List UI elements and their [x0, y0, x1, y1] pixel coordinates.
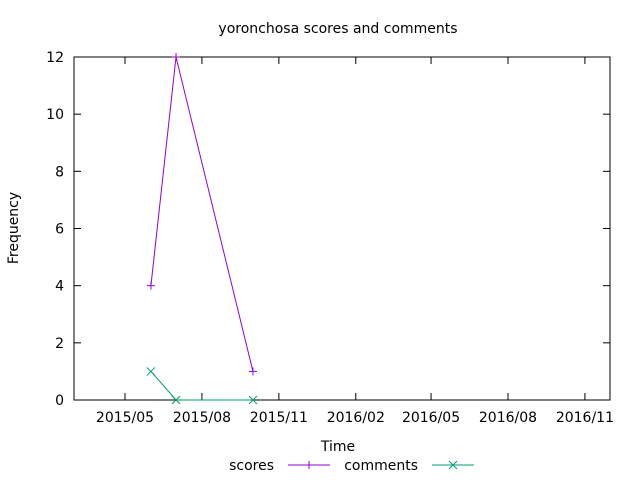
x-tick-label: 2015/05 [96, 410, 154, 426]
x-tick-label: 2016/11 [556, 410, 614, 426]
marker-stroke [448, 460, 458, 470]
y-tick-label: 10 [46, 107, 64, 123]
y-tick-label: 0 [55, 393, 64, 409]
x-tick-label: 2016/08 [479, 410, 537, 426]
legend-item-scores: scores [229, 458, 330, 474]
x-tick-label: 2015/11 [250, 410, 308, 426]
series-comments [146, 367, 258, 405]
y-tick-label: 2 [55, 336, 64, 352]
legend-label: scores [229, 458, 274, 474]
y-axis: 0 2 4 6 8 10 12 [46, 50, 610, 409]
legend-swatch-marker [305, 461, 313, 469]
y-tick-label: 6 [55, 222, 64, 238]
x-tick-label: 2016/02 [327, 410, 385, 426]
legend-swatch-marker [448, 460, 458, 470]
legend-label: comments [344, 458, 418, 474]
y-axis-label: Frequency [6, 192, 22, 264]
x-axis: 2015/05 2015/08 2015/11 2016/02 2016/05 2016/… [96, 57, 614, 426]
data-point-comments [171, 395, 181, 405]
marker-stroke [171, 395, 181, 405]
y-tick-label: 12 [46, 50, 64, 66]
marker-stroke [248, 395, 258, 405]
x-axis-label: Time [320, 439, 355, 455]
legend-item-comments: comments [344, 458, 474, 474]
y-tick-label: 8 [55, 164, 64, 180]
data-point-scores [248, 367, 257, 376]
legend: scores comments [229, 458, 474, 474]
series-line-scores [150, 56, 254, 372]
data-point-scores [172, 53, 181, 61]
y-tick-label: 4 [55, 279, 64, 295]
data-point-scores [146, 281, 155, 290]
x-tick-label: 2016/05 [402, 410, 460, 426]
series-layer [146, 53, 258, 405]
marker-stroke [146, 367, 156, 376]
data-point-comments [248, 395, 258, 405]
x-tick-label: 2015/08 [173, 410, 231, 426]
chart-title: yoronchosa scores and comments [218, 21, 457, 37]
data-point-comments [146, 367, 156, 376]
plot-frame [73, 56, 611, 401]
series-scores [146, 53, 257, 376]
